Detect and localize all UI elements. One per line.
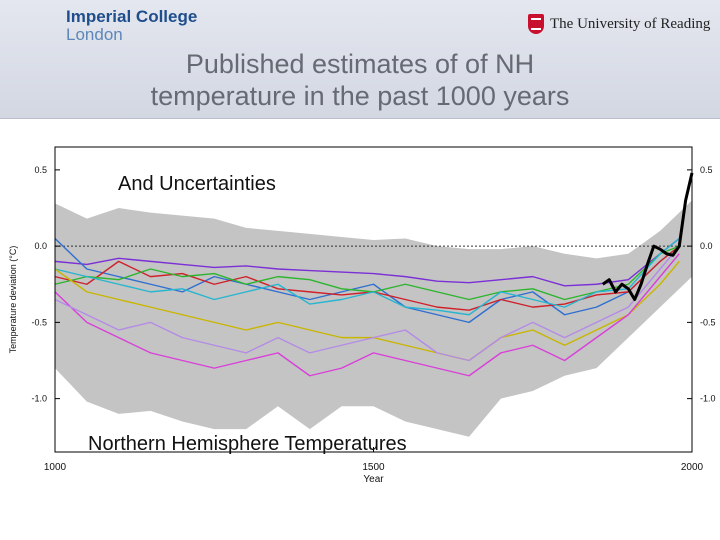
slide-title-line1: Published estimates of of NH bbox=[185, 49, 535, 79]
series-line-7 bbox=[54, 245, 680, 362]
series-line-1 bbox=[54, 237, 680, 324]
series-line-4 bbox=[54, 237, 680, 316]
nh-temperature-chart: -1.0 -1.0 -0.5 -0.5 0.0 0.0 0.5 0.5 1000 1500 2000… bbox=[8, 146, 716, 485]
y-tick-label-right: 0.0 bbox=[700, 241, 713, 251]
reading-crest-icon bbox=[528, 14, 544, 34]
slide-title: Published estimates of of NH temperature… bbox=[0, 48, 720, 112]
chart-subtitle: Northern Hemisphere Temperatures bbox=[88, 433, 407, 455]
slide-title-line2: temperature in the past 1000 years bbox=[150, 81, 570, 111]
y-tick-label-right: -0.5 bbox=[700, 317, 716, 327]
logo-right-text: The University of Reading bbox=[550, 15, 711, 32]
series-line-0 bbox=[54, 237, 680, 287]
y-tick-label-left: 0.5 bbox=[34, 165, 47, 175]
y-tick-label-left: -1.0 bbox=[31, 394, 47, 404]
university-of-reading-logo: The University of Reading bbox=[528, 14, 710, 34]
x-tick-label: 1500 bbox=[362, 462, 385, 473]
logo-left-line1: Imperial College bbox=[66, 7, 198, 26]
x-tick-label: 2000 bbox=[681, 462, 704, 473]
x-axis-label: Year bbox=[363, 474, 384, 485]
chart-title: And Uncertainties bbox=[118, 173, 276, 195]
series-line-8 bbox=[601, 172, 694, 301]
uncertainty-band bbox=[55, 200, 692, 437]
logo-left-line2: London bbox=[66, 25, 123, 44]
imperial-college-logo: Imperial College London bbox=[66, 8, 197, 44]
y-axis-label: Temperature deviation (°C) bbox=[8, 246, 18, 354]
y-tick-label-left: -0.5 bbox=[31, 317, 47, 327]
series-line-6 bbox=[54, 253, 680, 377]
slide-header: Imperial College London The University o… bbox=[0, 0, 720, 119]
y-tick-label-right: 0.5 bbox=[700, 165, 713, 175]
y-tick-label-left: 0.0 bbox=[34, 241, 47, 251]
x-tick-label: 1000 bbox=[44, 462, 67, 473]
y-tick-label-right: -1.0 bbox=[700, 394, 716, 404]
